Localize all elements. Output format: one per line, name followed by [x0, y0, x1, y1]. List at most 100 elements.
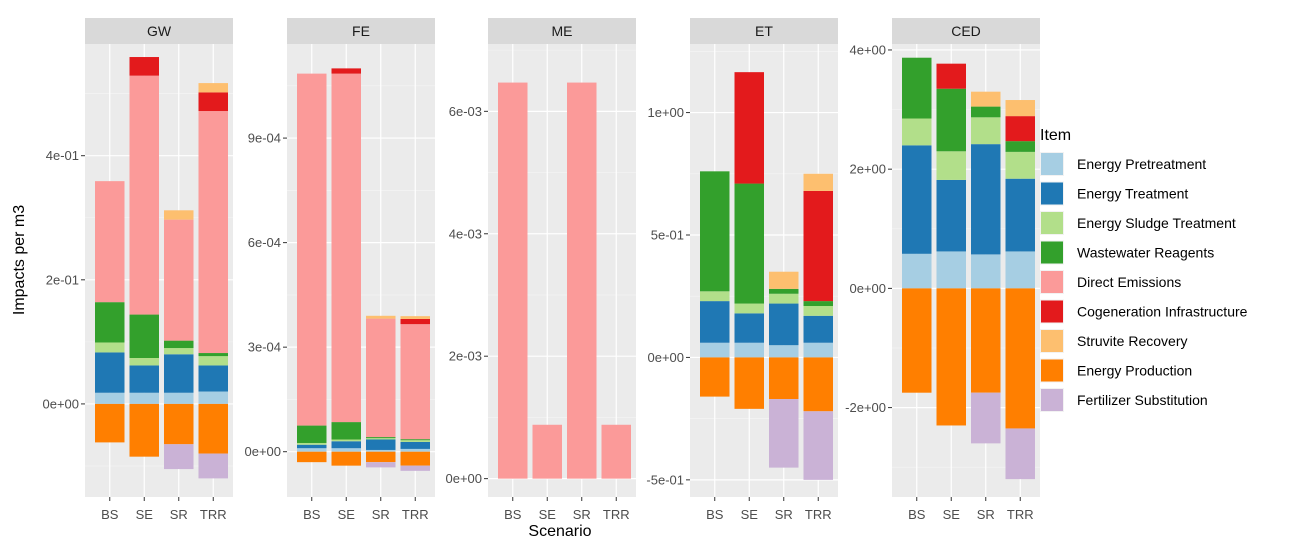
bar-segment-et-sr-3: [769, 288, 799, 294]
bar-segment-fe-se-0: [331, 448, 361, 452]
bar-segment-et-se-5: [734, 72, 764, 184]
bar-segment-fe-se-5: [331, 68, 361, 74]
facet-strip-label: GW: [147, 23, 172, 39]
bar-segment-gw-sr-0: [164, 392, 194, 404]
y-tick-label: 0e+00: [849, 281, 886, 296]
facet-panels: GW 0e+00 2e-01 4e-01 BS SE SR TRR FE 0e+00 3e-04 6e…: [42, 18, 1040, 522]
legend-key-swatch: [1041, 241, 1063, 264]
bar-segment-ced-se-2: [936, 151, 966, 180]
y-tick-label: 6e-04: [248, 235, 281, 250]
bar-segment-ced-se-3: [936, 88, 966, 152]
bar-segment-et-sr-1: [769, 303, 799, 346]
y-tick-label: 2e-01: [46, 272, 79, 287]
x-tick-label: SR: [170, 507, 188, 522]
bar-segment-ced-sr-3: [971, 106, 1001, 118]
legend-key-swatch: [1041, 330, 1063, 352]
x-tick-label: BS: [706, 507, 724, 522]
bar-segment-fe-sr-8: [366, 462, 396, 468]
bar-segment-et-sr-7: [769, 357, 799, 400]
bar-segment-fe-se-4: [331, 73, 361, 423]
facet-strip: [85, 18, 233, 44]
facet-panel-et: ET -5e-01 0e+00 5e-01 1e+00 BS SE SR TRR: [646, 18, 838, 522]
bar-segment-ced-se-1: [936, 179, 966, 252]
bar-segment-fe-trr-1: [400, 441, 430, 449]
bar-segment-ced-trr-8: [1005, 428, 1035, 480]
x-tick-label: BS: [908, 507, 926, 522]
y-tick-label: 5e-01: [651, 227, 684, 242]
bar-segment-fe-trr-0: [400, 448, 430, 452]
y-axis-title: Impacts per m3: [11, 205, 28, 315]
x-tick-label: BS: [303, 507, 321, 522]
bar-segment-et-trr-0: [803, 342, 833, 358]
bar-segment-ced-trr-6: [1005, 100, 1035, 117]
bar-segment-ced-trr-7: [1005, 288, 1035, 429]
bar-segment-et-bs-2: [700, 291, 730, 302]
legend-item-label: Wastewater Reagents: [1077, 245, 1214, 261]
bar-segment-et-trr-2: [803, 306, 833, 316]
bar-segment-ced-bs-0: [902, 253, 932, 289]
bar-segment-et-trr-6: [803, 173, 833, 191]
bar-segment-et-se-3: [734, 183, 764, 304]
legend-item-label: Struvite Recovery: [1077, 333, 1187, 349]
x-tick-label: TRR: [603, 507, 630, 522]
y-tick-label: 0e+00: [244, 444, 281, 459]
bar-segment-gw-trr-4: [198, 111, 228, 354]
y-tick-label: 2e-03: [449, 349, 482, 364]
y-tick-label: 3e-04: [248, 340, 281, 355]
bar-segment-gw-bs-0: [95, 392, 125, 404]
bar-segment-ced-bs-7: [902, 288, 932, 393]
y-tick-label: 0e+00: [42, 396, 79, 411]
legend-key-swatch: [1041, 389, 1063, 411]
bar-segment-ced-sr-2: [971, 117, 1001, 145]
bar-segment-ced-bs-2: [902, 118, 932, 146]
bar-segment-gw-bs-7: [95, 403, 125, 443]
legend-item-label: Cogeneration Infrastructure: [1077, 304, 1248, 320]
bar-segment-et-se-2: [734, 303, 764, 314]
legend-key-swatch: [1041, 212, 1063, 234]
bar-segment-fe-se-2: [331, 439, 361, 442]
bar-segment-gw-sr-4: [164, 219, 194, 341]
legend-item-label: Energy Sludge Treatment: [1077, 215, 1236, 231]
x-tick-label: SR: [977, 507, 995, 522]
bar-segment-fe-sr-2: [366, 438, 396, 440]
bar-segment-fe-sr-7: [366, 451, 396, 463]
bar-segment-et-trr-3: [803, 301, 833, 307]
bar-segment-gw-bs-2: [95, 342, 125, 353]
bar-segment-ced-trr-1: [1005, 178, 1035, 252]
bar-segment-fe-bs-3: [297, 425, 327, 443]
y-tick-label: 4e-03: [449, 226, 482, 241]
y-tick-label: -2e+00: [845, 400, 886, 415]
bar-segment-fe-se-3: [331, 422, 361, 440]
bar-segment-et-bs-0: [700, 342, 730, 358]
bar-segment-ced-sr-6: [971, 91, 1001, 107]
y-tick-label: 1e+00: [647, 105, 684, 120]
bar-segment-fe-bs-0: [297, 448, 327, 452]
legend-item-label: Fertilizer Substitution: [1077, 392, 1208, 408]
bar-segment-ced-sr-1: [971, 144, 1001, 255]
y-tick-label: 6e-03: [449, 104, 482, 119]
bar-segment-fe-trr-7: [400, 451, 430, 466]
legend-title: Item: [1040, 127, 1071, 144]
bar-segment-et-trr-7: [803, 357, 833, 412]
bar-segment-et-se-0: [734, 342, 764, 358]
legend-key-swatch: [1041, 359, 1063, 382]
facet-panel-me: ME 0e+00 2e-03 4e-03 6e-03 BS SE SR TRR: [445, 18, 636, 522]
bar-segment-ced-trr-5: [1005, 116, 1035, 142]
bar-segment-fe-se-1: [331, 441, 361, 449]
facet-strip: [892, 18, 1040, 44]
bar-segment-gw-trr-1: [198, 365, 228, 392]
x-tick-label: SE: [136, 507, 154, 522]
y-tick-label: 9e-04: [248, 131, 281, 146]
x-tick-label: TRR: [805, 507, 832, 522]
x-axis-title: Scenario: [528, 523, 591, 540]
x-tick-label: TRR: [402, 507, 429, 522]
bar-segment-fe-bs-7: [297, 451, 327, 463]
bar-segment-et-trr-5: [803, 190, 833, 302]
bar-segment-fe-trr-8: [400, 465, 430, 471]
bar-segment-gw-se-0: [129, 392, 159, 404]
facet-panel-fe: FE 0e+00 3e-04 6e-04 9e-04 BS SE SR TRR: [244, 18, 435, 522]
bar-segment-gw-trr-8: [198, 453, 228, 479]
bar-segment-gw-trr-2: [198, 356, 228, 366]
bar-segment-gw-se-1: [129, 365, 159, 393]
bar-segment-fe-sr-4: [366, 318, 396, 438]
